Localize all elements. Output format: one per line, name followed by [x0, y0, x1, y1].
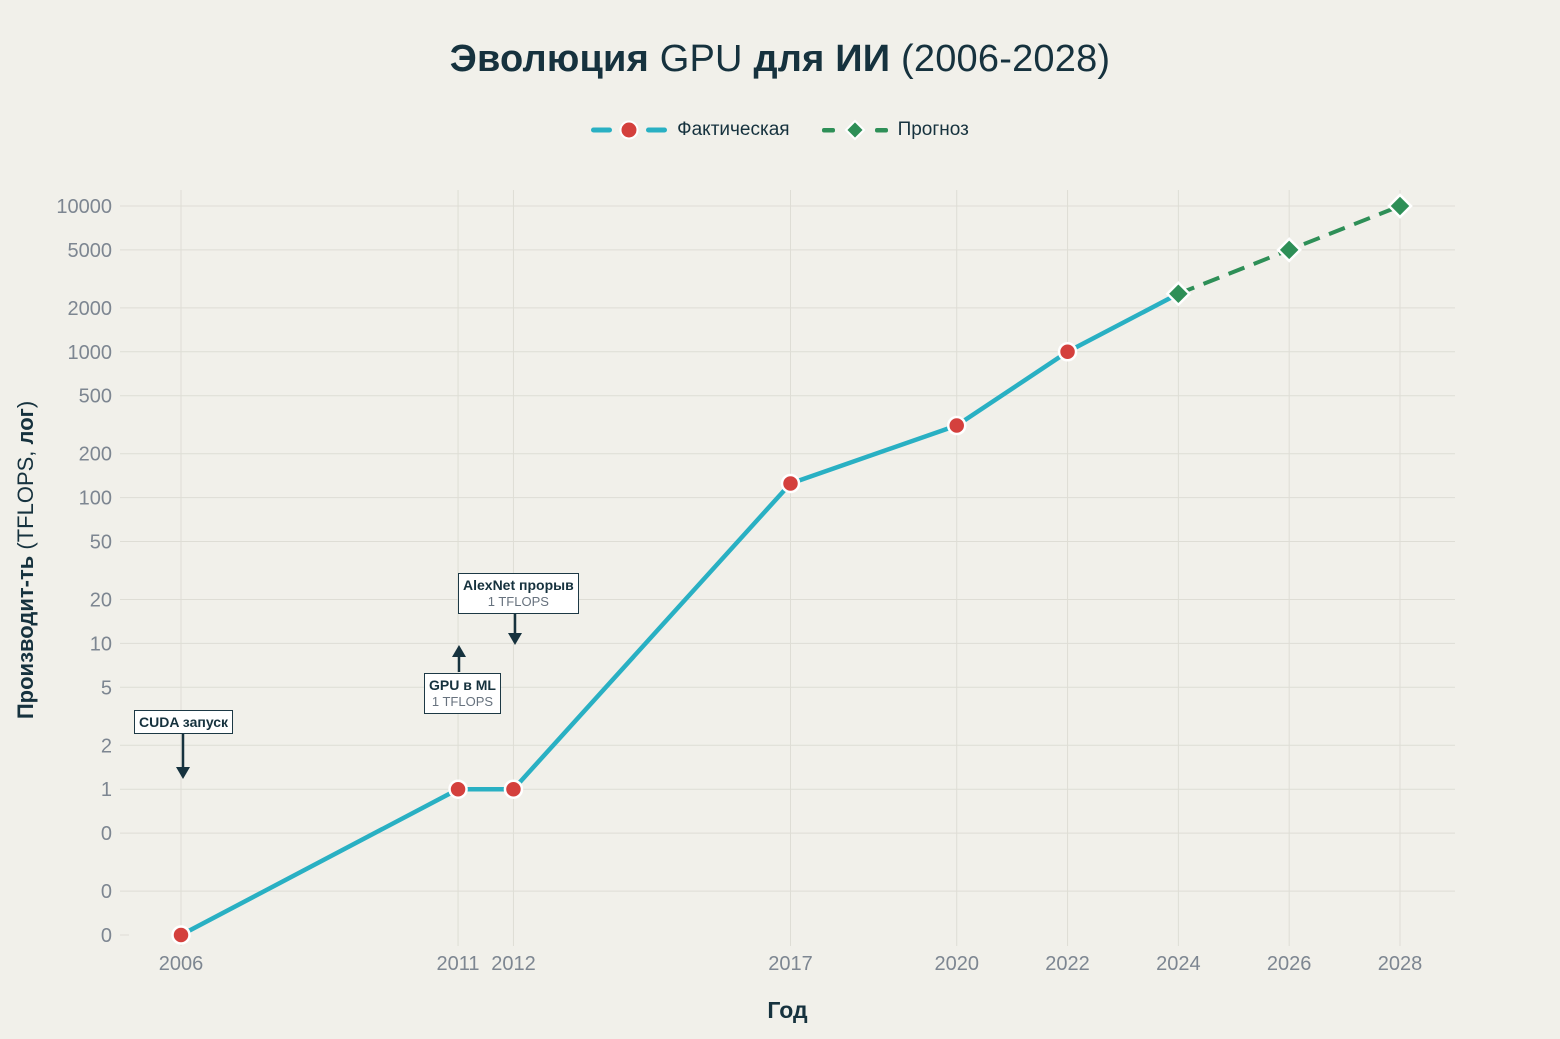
y-tick-label: 10000	[56, 196, 112, 218]
y-tick-label: 2000	[68, 298, 113, 320]
actual-data-point	[946, 415, 967, 436]
legend-item-actual: Фактическая	[591, 119, 790, 141]
chart-title-segment: GPU	[659, 38, 754, 80]
y-tick-label: 500	[79, 386, 112, 408]
y-tick-label: 50	[90, 531, 112, 553]
y-tick-label: 100	[79, 488, 112, 510]
forecast-data-point	[1387, 193, 1413, 219]
y-tick-label: 200	[79, 444, 112, 466]
annotation-arrow-head	[452, 645, 466, 657]
forecast-data-point	[1276, 237, 1302, 263]
annotation-title: GPU в ML	[429, 677, 496, 693]
actual-series-marker-icon	[591, 120, 668, 140]
y-tick-label: 0	[101, 823, 112, 845]
actual-data-point	[503, 779, 524, 799]
legend-item-forecast: Прогноз	[821, 119, 969, 141]
x-tick-label: 2024	[1156, 953, 1201, 975]
annotation-box: GPU в ML 1 TFLOPS	[424, 673, 501, 715]
x-tick-label: 2020	[934, 953, 979, 975]
actual-data-point	[780, 473, 801, 494]
x-tick-label: 2017	[768, 953, 813, 975]
y-tick-label: 2	[101, 735, 112, 757]
y-tick-label: 20	[90, 590, 112, 612]
actual-data-point	[448, 779, 468, 799]
x-tick-label: 2011	[437, 953, 480, 975]
x-tick-label: 2026	[1267, 953, 1312, 975]
chart-title: Эволюция GPU для ИИ (2006-2028)	[0, 38, 1560, 81]
y-tick-label: 5000	[68, 240, 113, 262]
annotation-title: CUDA запуск	[139, 714, 229, 730]
annotation-subtitle: 1 TFLOPS	[487, 594, 549, 610]
annotation-box: CUDA запуск	[134, 710, 234, 735]
y-tick-label: 10	[90, 633, 112, 655]
chart-title-segment: для ИИ	[753, 38, 902, 80]
annotation-arrow-head	[508, 633, 522, 645]
annotation-subtitle: 1 TFLOPS	[431, 694, 494, 710]
y-tick-label: 1000	[68, 342, 113, 364]
forecast-series-marker-icon	[821, 119, 888, 141]
annotation-arrow-head	[176, 767, 190, 779]
chart-title-segment: Эволюция	[449, 38, 660, 80]
y-tick-label: 0	[101, 881, 112, 903]
annotation-box: AlexNet прорыв 1 TFLOPS	[458, 573, 579, 615]
x-tick-label: 2028	[1378, 953, 1423, 975]
actual-data-point	[1057, 342, 1078, 362]
y-tick-label: 1	[101, 779, 112, 801]
actual-data-point	[171, 925, 191, 945]
chart-title-segment: (2006-2028)	[901, 38, 1111, 80]
annotation-title: AlexNet прорыв	[463, 577, 574, 593]
x-tick-label: 2012	[491, 953, 536, 975]
y-tick-label: 0	[101, 925, 112, 947]
actual-series-line	[178, 291, 1181, 938]
x-tick-label: 2006	[159, 953, 204, 975]
x-tick-label: 2022	[1045, 953, 1090, 975]
y-tick-label: 5	[101, 677, 112, 699]
forecast-data-point	[1165, 281, 1192, 307]
legend: Фактическая Прогноз	[0, 119, 1560, 141]
legend-label-forecast: Прогноз	[897, 119, 969, 140]
x-axis-label: Год	[767, 997, 808, 1023]
legend-label-actual: Фактическая	[677, 119, 790, 140]
